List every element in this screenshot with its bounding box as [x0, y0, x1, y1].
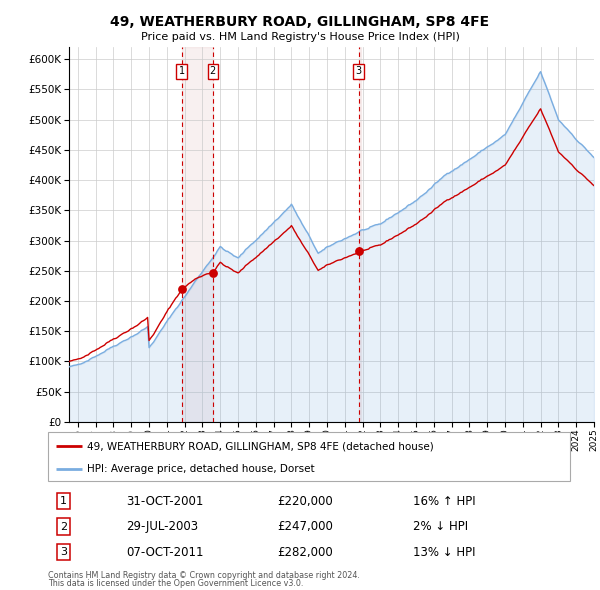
- Point: [177, 284, 187, 294]
- Text: HPI: Average price, detached house, Dorset: HPI: Average price, detached house, Dors…: [87, 464, 315, 474]
- Text: 29-JUL-2003: 29-JUL-2003: [127, 520, 199, 533]
- Text: 3: 3: [60, 547, 67, 557]
- Text: 2% ↓ HPI: 2% ↓ HPI: [413, 520, 469, 533]
- Text: 1: 1: [60, 496, 67, 506]
- Text: £220,000: £220,000: [278, 494, 334, 507]
- Point: [208, 268, 218, 277]
- Point: [354, 247, 364, 256]
- Text: £282,000: £282,000: [278, 546, 334, 559]
- Text: Price paid vs. HM Land Registry's House Price Index (HPI): Price paid vs. HM Land Registry's House …: [140, 32, 460, 42]
- Bar: [359, 47, 361, 422]
- Text: Contains HM Land Registry data © Crown copyright and database right 2024.: Contains HM Land Registry data © Crown c…: [48, 571, 360, 579]
- Text: 2: 2: [209, 66, 216, 76]
- Text: 49, WEATHERBURY ROAD, GILLINGHAM, SP8 4FE: 49, WEATHERBURY ROAD, GILLINGHAM, SP8 4F…: [110, 15, 490, 29]
- Text: This data is licensed under the Open Government Licence v3.0.: This data is licensed under the Open Gov…: [48, 579, 304, 588]
- Text: 16% ↑ HPI: 16% ↑ HPI: [413, 494, 476, 507]
- Text: 2: 2: [60, 522, 67, 532]
- Text: 3: 3: [355, 66, 362, 76]
- Text: 31-OCT-2001: 31-OCT-2001: [127, 494, 203, 507]
- Text: 13% ↓ HPI: 13% ↓ HPI: [413, 546, 476, 559]
- Text: 1: 1: [179, 66, 185, 76]
- Text: 07-OCT-2011: 07-OCT-2011: [127, 546, 204, 559]
- Text: £247,000: £247,000: [278, 520, 334, 533]
- Bar: [182, 47, 213, 422]
- Text: 49, WEATHERBURY ROAD, GILLINGHAM, SP8 4FE (detached house): 49, WEATHERBURY ROAD, GILLINGHAM, SP8 4F…: [87, 441, 434, 451]
